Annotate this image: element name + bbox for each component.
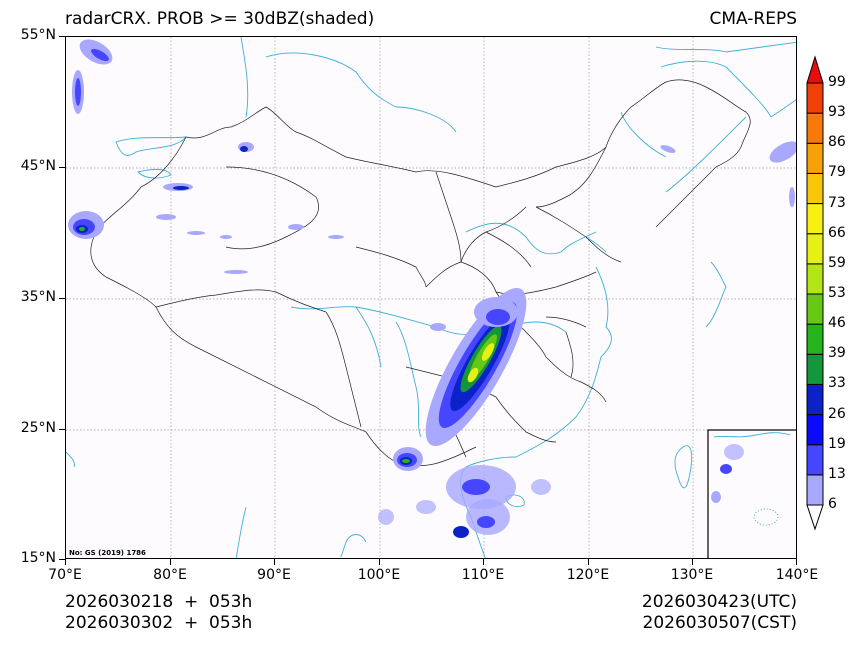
prob-shading — [68, 39, 796, 538]
lon-label-90: 90°E — [257, 567, 291, 583]
init-time-cst: 2026030302 + 053h — [65, 613, 253, 633]
colorbar-segment — [806, 293, 824, 325]
lon-label-100: 100°E — [357, 567, 401, 583]
lon-label-80: 80°E — [153, 567, 187, 583]
colorbar-tick-label: 86 — [828, 134, 846, 151]
colorbar-segment — [806, 353, 824, 385]
colorbar-segment — [806, 263, 824, 295]
colorbar-tick-label: 19 — [828, 435, 846, 452]
graticule — [66, 37, 796, 558]
plot-title: radarCRX. PROB >= 30dBZ(shaded) — [65, 9, 375, 29]
tick — [796, 559, 797, 565]
lon-label-70: 70°E — [48, 567, 82, 583]
valid-time-cst: 2026030507(CST) — [642, 613, 797, 633]
valid-time-block: 2026030423(UTC) 2026030507(CST) — [642, 592, 797, 634]
tick — [65, 559, 66, 565]
colorbar-tick-label: 39 — [828, 345, 846, 362]
colorbar-segment — [806, 112, 824, 144]
colorbar-tick-label: 33 — [828, 375, 846, 392]
tick — [59, 429, 65, 430]
lat-label-45: 45°N — [20, 158, 56, 174]
colorbar-tick-label: 99 — [828, 74, 846, 90]
tick — [588, 559, 589, 565]
colorbar-segment — [806, 474, 824, 506]
lat-label-55: 55°N — [20, 27, 56, 43]
colorbar-tick-label: 6 — [828, 496, 837, 512]
lat-label-25: 25°N — [20, 420, 56, 436]
lon-label-140: 140°E — [775, 567, 819, 583]
model-name: CMA-REPS — [709, 9, 797, 29]
borders — [90, 79, 751, 467]
init-time-block: 2026030218 + 053h 2026030302 + 053h — [65, 592, 252, 634]
tick — [59, 298, 65, 299]
colorbar-segment — [806, 383, 824, 416]
map-canvas — [66, 37, 796, 558]
tick — [59, 36, 65, 37]
colorbar-segment — [806, 414, 824, 446]
map-panel: No: GS (2019) 1786 — [65, 36, 797, 559]
tick — [274, 559, 275, 565]
colorbar-tick-label: 26 — [828, 405, 846, 422]
lon-label-130: 130°E — [670, 567, 714, 583]
colorbar-segment — [806, 233, 824, 265]
tick — [170, 559, 171, 565]
lon-label-120: 120°E — [566, 567, 610, 583]
colorbar-tick-label: 66 — [828, 224, 846, 241]
tick — [59, 559, 65, 560]
tick — [379, 559, 380, 565]
lon-label-110: 110°E — [461, 567, 505, 583]
colorbar-tick-label: 59 — [828, 254, 846, 271]
colorbar-segment — [806, 82, 824, 114]
tick — [59, 167, 65, 168]
colorbar-tick-label: 79 — [828, 164, 846, 181]
colorbar-segment — [806, 323, 824, 355]
colorbar-tick-label: 93 — [828, 104, 846, 121]
map-approval-note: No: GS (2019) 1786 — [69, 549, 146, 557]
colorbar-tick-label: 73 — [828, 194, 846, 211]
colorbar-segment — [806, 142, 824, 174]
colorbar — [806, 55, 824, 531]
tick — [483, 559, 484, 565]
south-china-sea-inset — [707, 429, 796, 558]
valid-time-utc: 2026030423(UTC) — [641, 592, 797, 612]
colorbar-segment — [806, 203, 824, 235]
lat-label-15: 15°N — [20, 550, 56, 566]
colorbar-tick-label: 46 — [828, 315, 846, 332]
colorbar-tick-label: 13 — [828, 465, 846, 482]
init-time-utc: 2026030218 + 053h — [65, 592, 253, 612]
colorbar-tick-label: 53 — [828, 285, 846, 301]
colorbar-segment — [806, 172, 824, 205]
lat-label-35: 35°N — [20, 289, 56, 305]
colorbar-segment — [806, 444, 824, 476]
coastlines-rivers — [66, 37, 796, 558]
tick — [692, 559, 693, 565]
